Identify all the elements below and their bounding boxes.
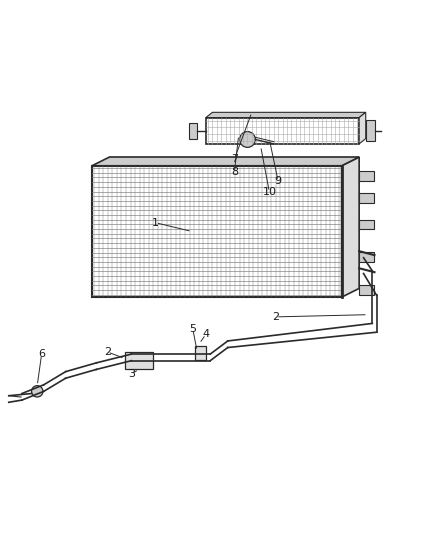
Text: 5: 5 (189, 324, 196, 334)
Bar (206, 118, 359, 144)
Text: 7: 7 (231, 154, 238, 164)
Polygon shape (342, 157, 359, 297)
Polygon shape (359, 112, 366, 144)
Text: 2: 2 (104, 347, 111, 357)
Polygon shape (206, 112, 366, 118)
Text: 9: 9 (275, 176, 282, 186)
Bar (359, 193, 374, 203)
Text: 3: 3 (128, 369, 135, 379)
Bar (125, 352, 153, 369)
Bar (359, 285, 374, 295)
Bar (359, 253, 374, 262)
Bar (195, 346, 206, 360)
Polygon shape (92, 157, 359, 166)
Text: 8: 8 (231, 167, 238, 177)
Bar (92, 166, 342, 297)
Text: 6: 6 (38, 349, 45, 359)
Circle shape (240, 132, 255, 147)
Text: 1: 1 (152, 217, 159, 228)
Text: 2: 2 (272, 312, 279, 322)
Bar (359, 171, 374, 181)
Text: 10: 10 (262, 187, 276, 197)
Bar (366, 120, 375, 141)
Text: 4: 4 (202, 329, 209, 340)
Bar (359, 220, 374, 229)
Circle shape (32, 386, 43, 397)
Bar (189, 123, 197, 139)
